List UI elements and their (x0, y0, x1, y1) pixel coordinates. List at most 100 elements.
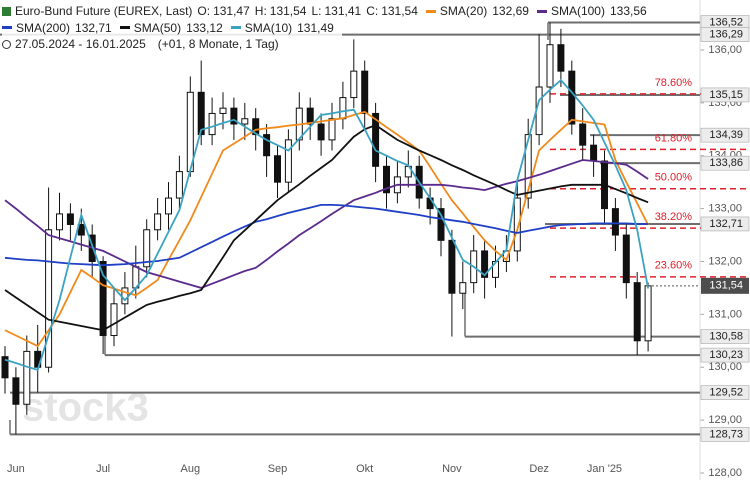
level-box (700, 27, 750, 42)
candle-body (208, 112, 216, 136)
legend-swatch (536, 9, 547, 13)
candle-body (557, 44, 565, 72)
legend-swatch (119, 26, 130, 30)
candle-body (350, 70, 358, 99)
ohlc-key: H: (254, 4, 267, 18)
legend-value: 131,49 (297, 20, 334, 35)
x-tick-label: Sep (268, 463, 288, 475)
legend-name: SMA(10) (244, 20, 293, 35)
candle-body (143, 229, 151, 268)
sma-line (4, 110, 649, 348)
candle-body (66, 213, 74, 225)
candle-body (165, 197, 172, 215)
y-tick-label: 133,00 (708, 203, 742, 215)
level-label: 130,23 (709, 349, 743, 361)
period: (+01, 8 Monate, 1 Tag) (157, 37, 279, 51)
candle-body (339, 97, 347, 120)
candle-body (252, 118, 260, 136)
x-tick-label: Jan '25 (587, 463, 622, 475)
candle-body (459, 282, 467, 294)
candle-body (154, 213, 162, 231)
legend-item: 27.05.2024 - 16.01.2025 (+01, 8 Monate, 1… (2, 36, 287, 53)
legend-value: 133,56 (609, 4, 647, 18)
legend-value: 132,69 (492, 4, 529, 18)
level-box (700, 347, 750, 363)
level-box (700, 329, 750, 344)
y-tick-label: 131,00 (708, 308, 742, 320)
last-price-box (701, 277, 749, 294)
legend-item: SMA(100) 133,56 (536, 3, 655, 20)
legend-value: 132,71 (75, 20, 112, 35)
ohlc-value: 131,41 (324, 4, 362, 18)
legend-item: SMA(20) 132,69 (425, 3, 537, 20)
candle-body (590, 144, 598, 162)
candle-body (56, 213, 63, 231)
level-box (700, 155, 750, 171)
level-label: 135,15 (709, 89, 743, 101)
candle-body (611, 208, 619, 236)
level-label: 128,73 (709, 428, 743, 440)
legend-item: SMA(200) 132,71 (2, 19, 120, 36)
legend-name: SMA(20) (439, 4, 488, 18)
candle-body (12, 377, 20, 405)
level-box (700, 87, 750, 103)
candle-body (219, 107, 227, 114)
x-tick-label: Dez (529, 463, 549, 475)
candle-body (579, 123, 587, 146)
y-tick-label: 130,00 (708, 361, 742, 373)
legend-name: SMA(50) (133, 20, 182, 35)
candle-body (372, 112, 380, 167)
legend-item: SMA(10) 131,49 (230, 19, 342, 36)
legend-row: SMA(200) 132,71 SMA(50) 133,12 SMA(10) 131,49 (2, 19, 655, 36)
level-label: 129,52 (709, 387, 743, 399)
candle-body (622, 234, 630, 284)
candle-body (633, 282, 641, 342)
candle-body (284, 139, 292, 183)
candle-body (317, 123, 325, 141)
level-box (700, 216, 750, 232)
y-tick-label: 136,00 (708, 44, 742, 56)
x-tick-label: Jun (7, 463, 25, 475)
candle-body (23, 350, 31, 405)
candle-body (306, 107, 314, 125)
fib-label: 38.20% (655, 211, 693, 223)
candle-body (230, 107, 238, 125)
level-label: 132,71 (709, 218, 743, 230)
legend-swatch (425, 9, 436, 13)
legend-name: SMA(100) (550, 4, 605, 18)
fib-label: 61.80% (655, 132, 693, 144)
legend-value: 133,12 (186, 20, 223, 35)
candle-body (328, 118, 336, 141)
candle-body (263, 134, 271, 157)
level-label: 133,86 (709, 157, 743, 169)
last-price-label: 131,54 (709, 280, 743, 292)
candle-body (481, 250, 489, 278)
legend-row: 27.05.2024 - 16.01.2025 (+01, 8 Monate, 1… (2, 36, 655, 53)
level-label: 130,58 (709, 330, 743, 342)
candle-body (437, 208, 445, 241)
x-tick-label: Okt (356, 463, 373, 475)
candle-body (524, 134, 532, 199)
candle-body (448, 239, 456, 294)
ohlc-value: 131,54 (381, 4, 418, 18)
candle-body (361, 70, 369, 114)
level-box (700, 427, 750, 442)
y-tick-label: 129,00 (708, 414, 742, 426)
legend-name: SMA(200) (16, 20, 71, 35)
candle-body (383, 165, 390, 194)
candle-body (175, 171, 183, 199)
ohlc-key: C: (366, 4, 379, 18)
legend-item: Euro-Bund Future (EUREX, Last) O: 131,47 H:… (2, 3, 426, 20)
sma-line (4, 78, 649, 372)
ohlc-key: O: (197, 4, 211, 18)
fib-label: 23.60% (655, 260, 693, 272)
fib-label: 78.60% (655, 77, 693, 89)
legend-swatch (2, 26, 12, 30)
legend-swatch (230, 26, 241, 30)
candle-body (241, 118, 249, 125)
y-tick-label: 132,00 (708, 255, 742, 267)
level-label: 134,39 (709, 129, 743, 141)
candle-body (45, 229, 53, 368)
x-tick-label: Nov (442, 463, 462, 475)
